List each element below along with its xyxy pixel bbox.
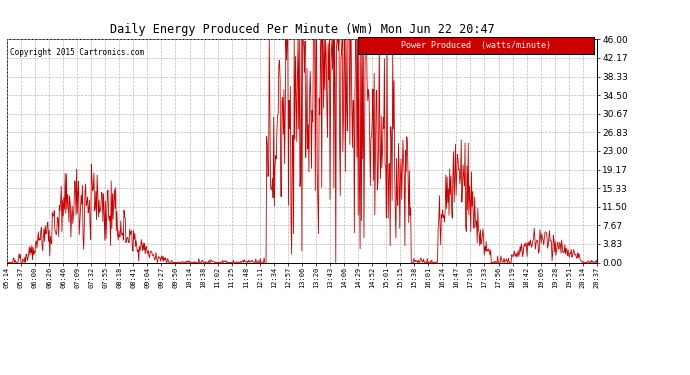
Text: Copyright 2015 Cartronics.com: Copyright 2015 Cartronics.com — [10, 48, 144, 57]
Title: Daily Energy Produced Per Minute (Wm) Mon Jun 22 20:47: Daily Energy Produced Per Minute (Wm) Mo… — [110, 23, 494, 36]
